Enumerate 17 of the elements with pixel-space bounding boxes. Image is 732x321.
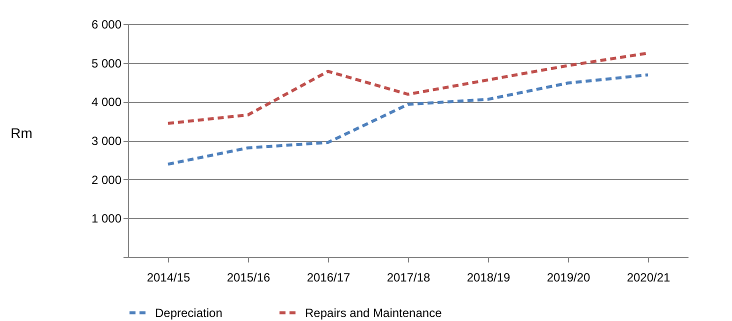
y-tick-label: 3 000 [91,134,122,148]
x-tick-label: 2015/16 [226,270,271,284]
y-tick-label: 5 000 [91,56,122,70]
x-tick-label: 2014/15 [146,270,191,284]
x-tick-label: 2020/21 [626,270,671,284]
legend-label: Depreciation [155,306,222,320]
x-tick-label: 2017/18 [386,270,431,284]
legend-label: Repairs and Maintenance [305,306,442,320]
y-tick-label: 4 000 [91,95,122,110]
y-tick-label: 6 000 [91,18,122,32]
line-series [166,73,650,166]
y-tick-label: 2 000 [91,172,122,187]
y-tick-label: 1 000 [91,212,122,226]
y-axis-title: Rm [10,125,32,141]
x-tick-label: 2019/20 [546,270,591,284]
x-tick-label: 2016/17 [306,270,351,284]
x-tick-label: 2018/19 [466,270,511,284]
